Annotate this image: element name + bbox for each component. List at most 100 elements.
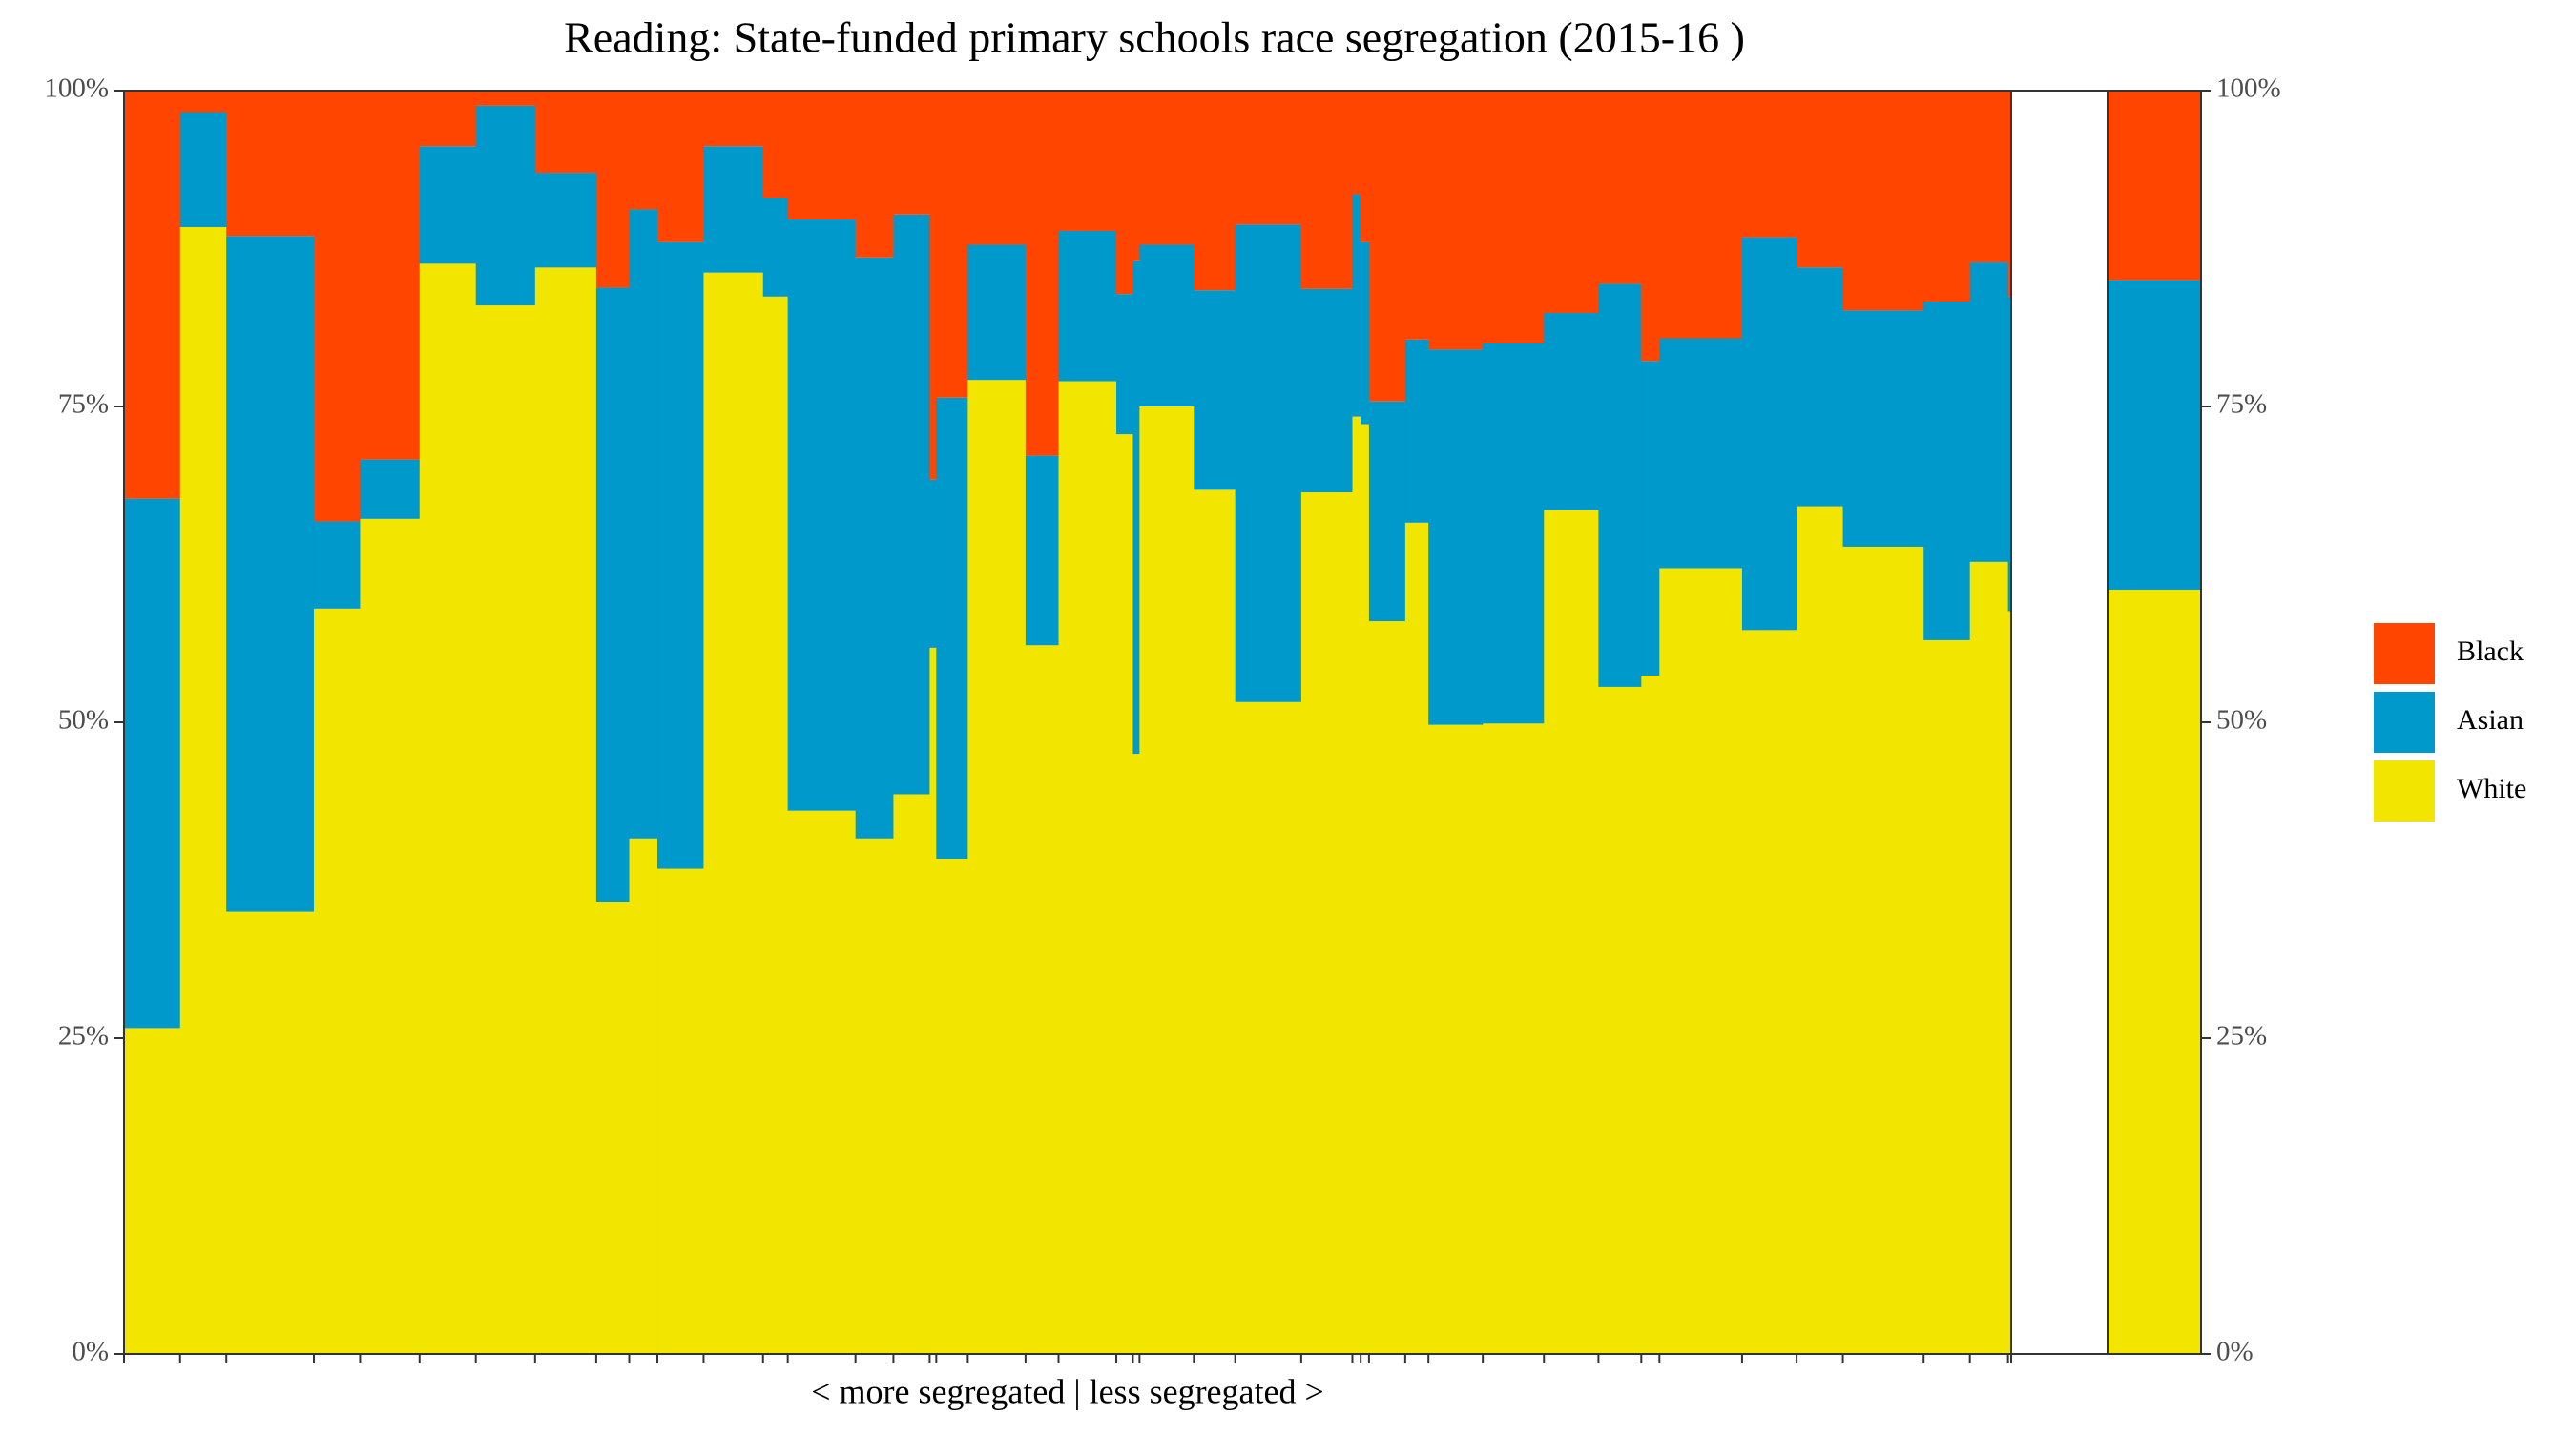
y2-tick-label: 75% (2216, 389, 2267, 420)
segment (1969, 91, 2009, 263)
segment (1544, 510, 1600, 1354)
panel-border (2010, 90, 2109, 1355)
segment (1483, 91, 1545, 343)
segment (936, 91, 968, 398)
segment (929, 479, 937, 648)
segment (534, 173, 597, 268)
total-segment (2108, 589, 2201, 1354)
segment (703, 272, 764, 1354)
segment (179, 226, 227, 1355)
segment (787, 219, 857, 811)
segment (1741, 630, 1797, 1354)
legend-label: Black (2457, 635, 2524, 667)
segment (1842, 91, 1924, 311)
segment (1598, 91, 1642, 284)
segment (1116, 294, 1134, 435)
segment (703, 146, 764, 273)
segment (1058, 230, 1117, 382)
segment (1025, 455, 1060, 646)
segment (1483, 723, 1545, 1354)
segment (1300, 492, 1354, 1354)
segment (1235, 224, 1302, 702)
segment (762, 91, 789, 198)
y-tick-label: 0% (72, 1337, 109, 1367)
total-segment (2108, 280, 2201, 590)
segment (1969, 262, 2009, 562)
segment (2007, 91, 2012, 297)
segment (1139, 244, 1195, 406)
segment (1139, 406, 1195, 1354)
legend-key (2372, 759, 2437, 823)
segment (967, 91, 1027, 245)
segment (893, 794, 931, 1354)
segment (787, 810, 857, 1354)
total-segment (2108, 91, 2201, 281)
segment (360, 91, 421, 460)
segment (1923, 302, 1971, 640)
y-tick-label: 50% (58, 705, 109, 736)
segment (893, 214, 931, 795)
segment (1352, 416, 1361, 1354)
segment (595, 287, 631, 903)
segment (124, 91, 181, 499)
segment (1058, 91, 1117, 231)
segment (1132, 260, 1140, 755)
segment (1797, 91, 1844, 268)
segment (360, 518, 421, 1354)
segment (629, 838, 658, 1354)
segment (629, 209, 658, 839)
y-tick-label: 25% (58, 1021, 109, 1051)
segment (1741, 237, 1797, 631)
segment (1235, 701, 1302, 1354)
segment (1139, 91, 1195, 245)
segment (1741, 91, 1797, 238)
segment (2007, 296, 2012, 612)
segment (179, 91, 227, 113)
segment (595, 902, 631, 1354)
segment (1842, 310, 1924, 547)
segment (1235, 91, 1302, 225)
segment (893, 91, 931, 215)
segment (762, 198, 789, 297)
segment (762, 296, 789, 1354)
x-axis-label: < more segregated | less segregated > (811, 1372, 1324, 1410)
segment (656, 91, 705, 242)
segment (855, 91, 895, 258)
segment (1404, 339, 1429, 523)
segment (1368, 621, 1406, 1354)
segment (313, 521, 362, 609)
segment (1116, 434, 1134, 1354)
segment (1483, 343, 1545, 724)
segment (1132, 91, 1140, 261)
segment (1641, 676, 1660, 1354)
segment (1368, 91, 1406, 402)
segment (1428, 724, 1484, 1354)
segment (929, 647, 937, 1354)
segment (419, 146, 477, 264)
segment (1659, 568, 1743, 1354)
y2-tick-label: 0% (2216, 1337, 2254, 1367)
segment (656, 241, 705, 869)
segment (1544, 91, 1600, 314)
segment (929, 91, 937, 480)
segment (360, 459, 421, 519)
segment (1797, 506, 1844, 1354)
segment (1923, 91, 1971, 302)
segment (1300, 91, 1354, 289)
y2-tick-label: 25% (2216, 1021, 2267, 1051)
y-tick-label: 100% (44, 73, 109, 104)
segment (1194, 91, 1236, 291)
segment (855, 838, 895, 1354)
segment (1923, 639, 1971, 1354)
segment (1368, 401, 1406, 622)
segment (967, 244, 1027, 381)
segment (1352, 91, 1361, 195)
segment (179, 112, 227, 227)
segment (2007, 611, 2012, 1354)
segment (855, 257, 895, 839)
segment (1025, 91, 1060, 456)
segment (1598, 686, 1642, 1354)
y2-tick-label: 50% (2216, 705, 2267, 736)
